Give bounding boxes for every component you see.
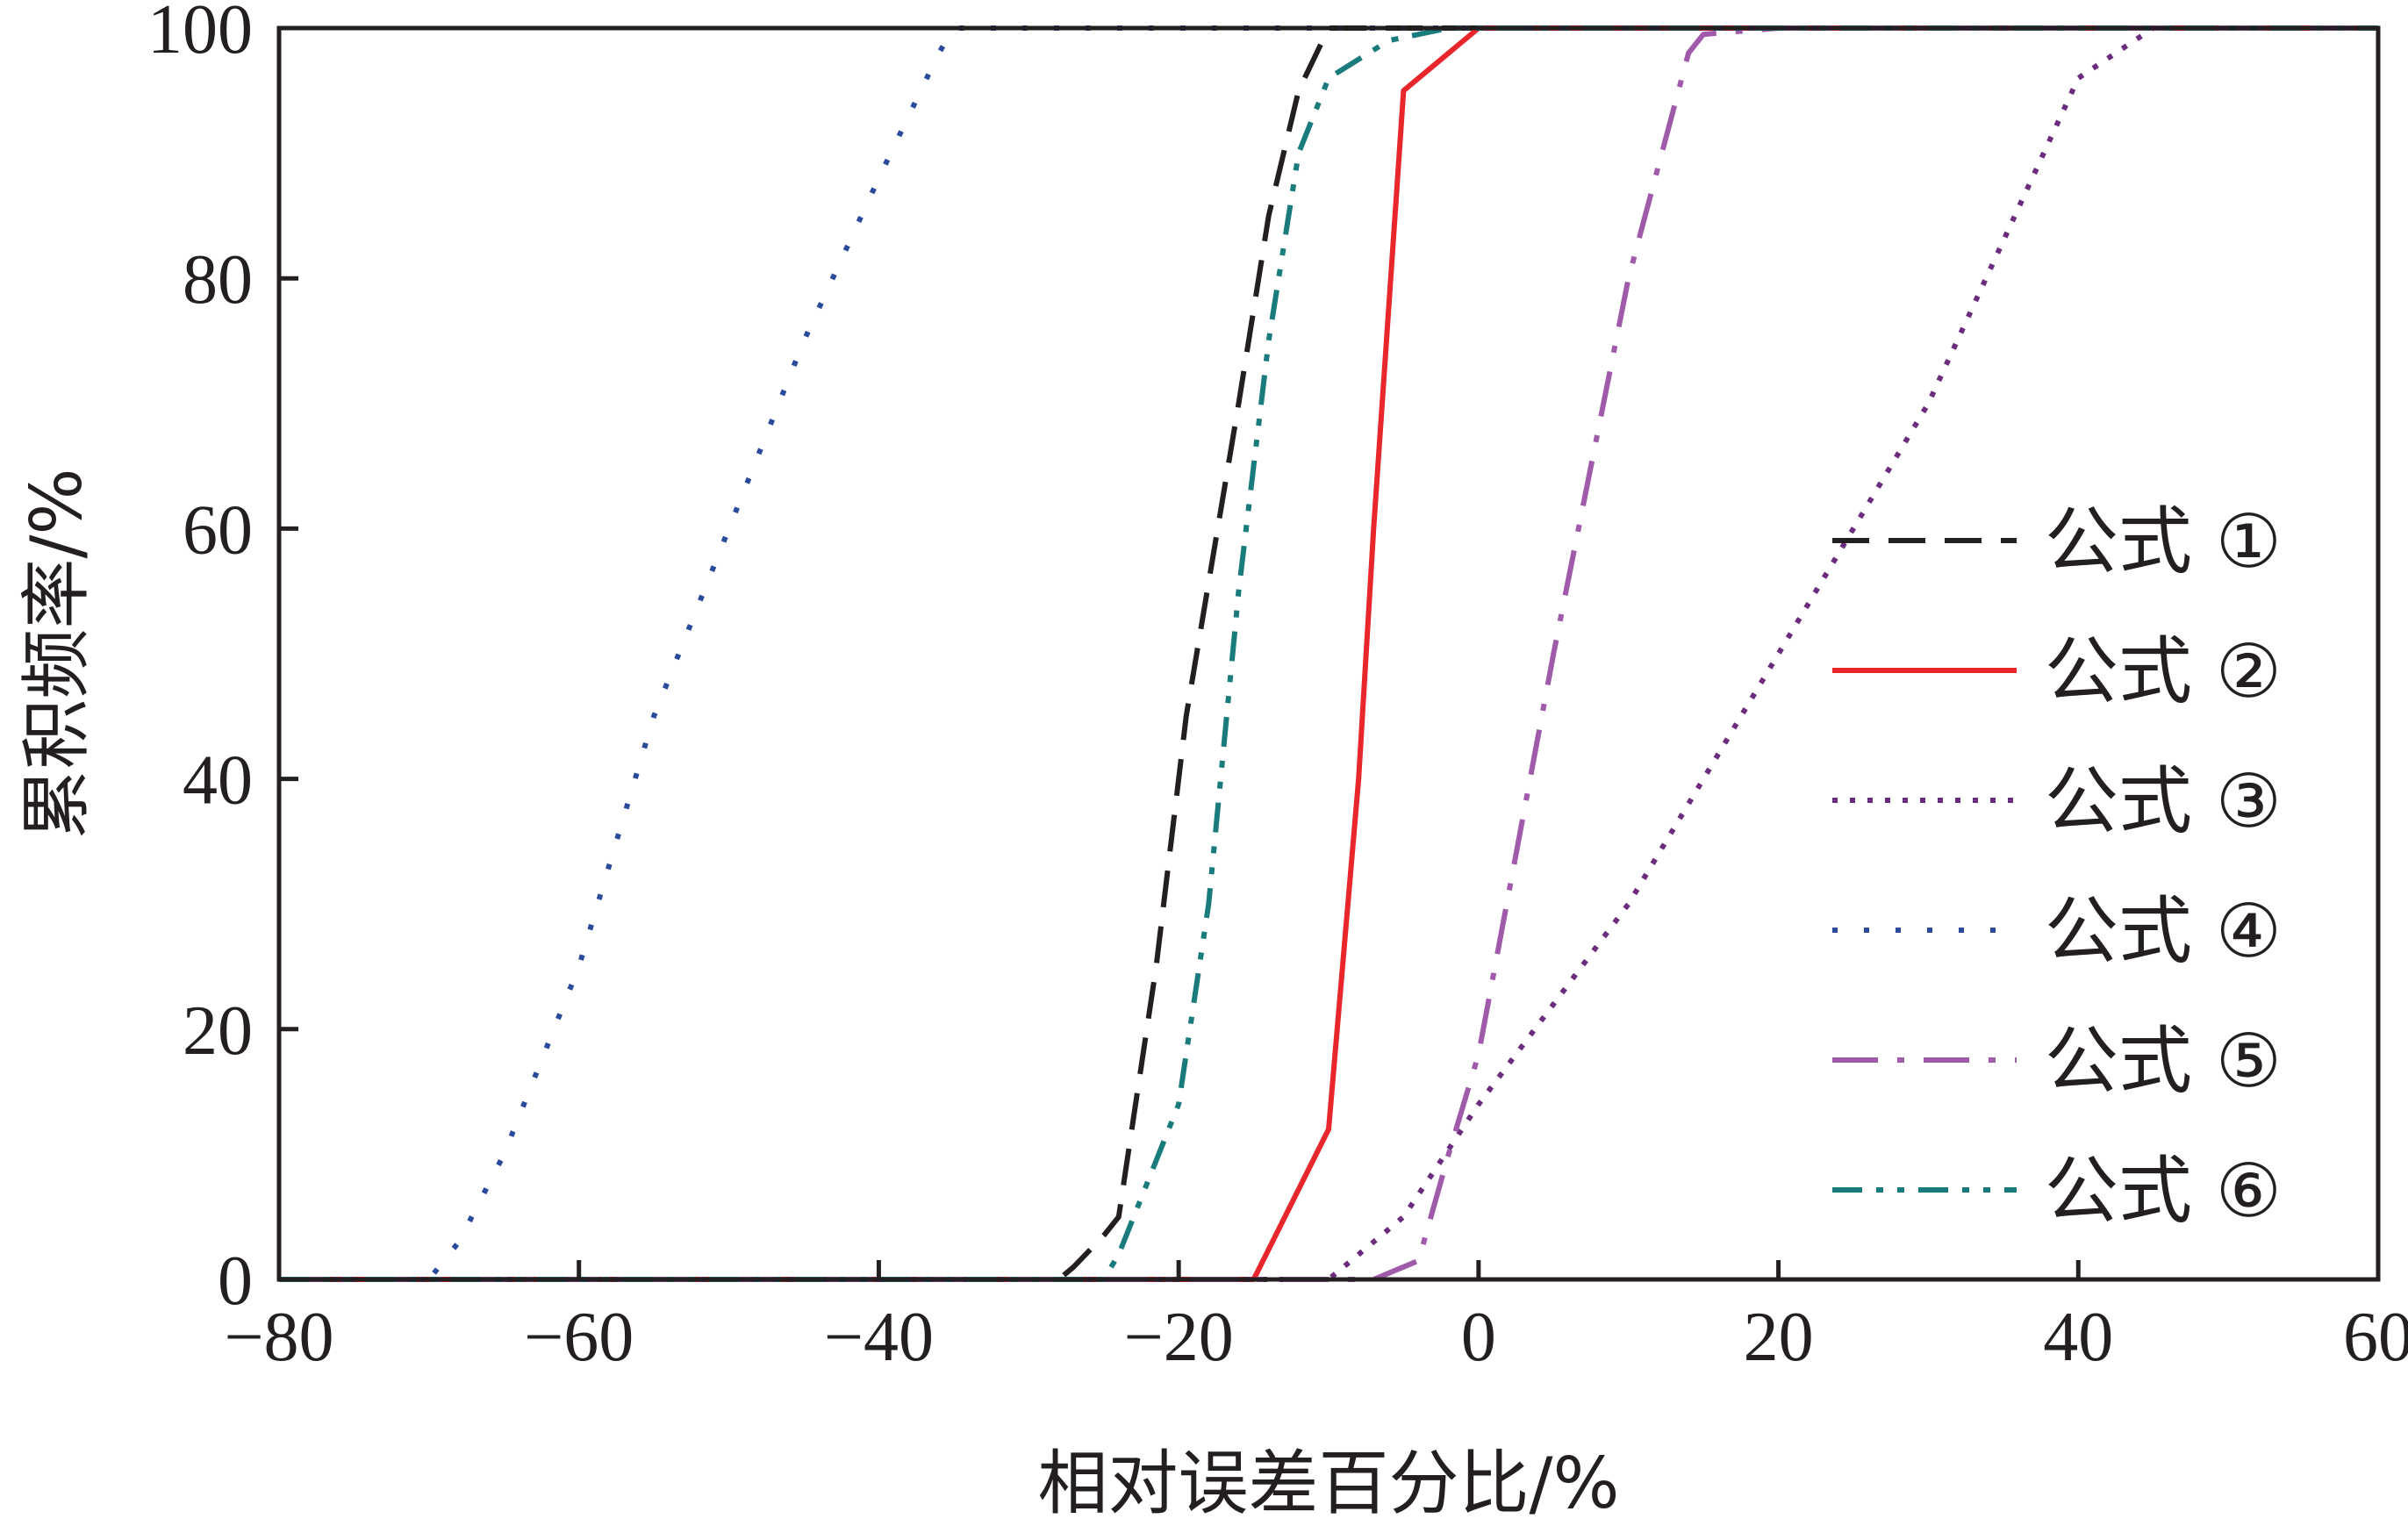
- x-tick-label: 0: [1461, 1299, 1496, 1376]
- legend-label-4: 公式 ④: [2045, 888, 2282, 974]
- y-axis-title: 累积频率/%: [16, 469, 97, 840]
- x-tick-label: −20: [1124, 1299, 1234, 1376]
- x-axis-title: 相对误差百分比/%: [1038, 1443, 1620, 1524]
- y-tick-label: 100: [147, 0, 253, 68]
- series-line-5: [279, 25, 2378, 1282]
- legend-label-1: 公式 ①: [2045, 498, 2282, 584]
- x-tick-label: −60: [524, 1299, 634, 1376]
- x-tick-label: −80: [224, 1299, 333, 1376]
- y-tick-label: 80: [183, 241, 253, 319]
- x-tick-label: 60: [2343, 1299, 2408, 1376]
- legend-label-6: 公式 ⑥: [2045, 1148, 2282, 1234]
- series-layer: [279, 25, 2378, 1282]
- y-tick-label: 60: [183, 491, 253, 569]
- x-tick-label: −40: [824, 1299, 934, 1376]
- legend-label-3: 公式 ③: [2045, 758, 2282, 844]
- x-tick-label: 40: [2043, 1299, 2113, 1376]
- series-line-1: [279, 25, 2378, 1282]
- series-line-4: [279, 25, 2378, 1282]
- y-tick-label: 0: [218, 1243, 253, 1320]
- series-line-6: [279, 25, 2378, 1282]
- y-tick-label: 20: [183, 992, 253, 1070]
- y-tick-label: 40: [183, 742, 253, 820]
- tick-layer: −80 −60 −40 −20 0 20 40 60 0 20 40 60 80 100: [147, 0, 2408, 1376]
- series-line-2: [279, 25, 2378, 1282]
- legend-label-2: 公式 ②: [2045, 628, 2282, 714]
- legend-label-5: 公式 ⑤: [2045, 1018, 2282, 1104]
- plot-frame: [276, 25, 2381, 1282]
- legend: 公式 ① 公式 ② 公式 ③ 公式 ④ 公式 ⑤ 公式 ⑥: [1832, 498, 2282, 1234]
- x-tick-label: 20: [1744, 1299, 1814, 1376]
- series-line-3: [279, 25, 2378, 1282]
